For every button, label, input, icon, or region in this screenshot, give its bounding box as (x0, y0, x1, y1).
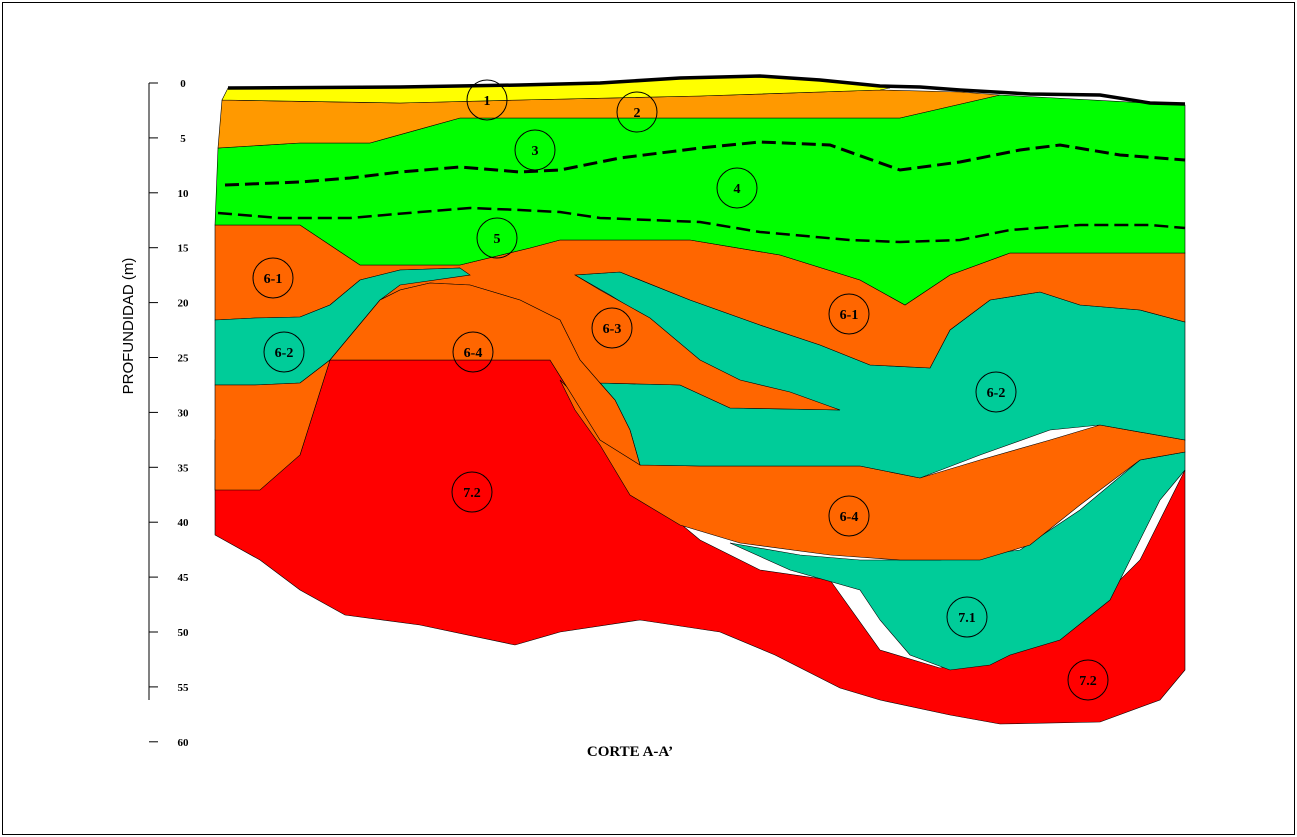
layer-label-2: 2 (616, 91, 658, 133)
label-text: 6-1 (264, 272, 283, 287)
label-text: 6-3 (603, 322, 622, 337)
label-text: 6-1 (840, 308, 859, 323)
layer-label-7-2: 7.2 (1067, 659, 1109, 701)
label-circle (476, 217, 518, 259)
label-text: 6-2 (987, 386, 1006, 401)
label-text: 4 (734, 182, 741, 197)
depth-tick-label: 50 (178, 627, 190, 639)
label-text: 6-4 (464, 346, 483, 361)
depth-tick-label: 25 (178, 353, 190, 365)
label-circle (514, 129, 556, 171)
label-text: 5 (494, 232, 501, 247)
layer-label-4: 4 (716, 167, 758, 209)
depth-tick-label: 60 (178, 737, 190, 749)
depth-tick-label: 55 (178, 682, 190, 694)
layer-label-5: 5 (476, 217, 518, 259)
figure-caption: CORTE A-A’ (587, 744, 673, 760)
depth-tick-label: 40 (178, 517, 190, 529)
label-circle (466, 79, 508, 121)
label-circle (975, 371, 1017, 413)
layer-label-7-2: 7.2 (451, 471, 493, 513)
depth-tick-label: 30 (178, 407, 190, 419)
label-text: 3 (532, 144, 539, 159)
label-circle (591, 307, 633, 349)
label-circle (263, 331, 305, 373)
label-circle (252, 257, 294, 299)
layer-label-7-1: 7.1 (946, 596, 988, 638)
layer-6-4-arch-orange (214, 282, 641, 491)
depth-tick-label: 0 (180, 78, 186, 90)
label-circle (616, 91, 658, 133)
ground-surface-line (227, 74, 1186, 106)
depth-axis: 0 5 10 15 20 25 30 35 40 45 50 55 60 (148, 78, 190, 749)
label-text: 1 (484, 94, 491, 109)
label-circle (828, 293, 870, 335)
label-text: 7.2 (1079, 674, 1097, 689)
layer-label-3: 3 (514, 129, 556, 171)
dashed-boundary-lower (217, 206, 1186, 244)
depth-tick-label: 35 (178, 462, 190, 474)
label-text: 6-2 (275, 346, 294, 361)
label-text: 7.2 (463, 486, 481, 501)
layer-label-6-1: 6-1 (252, 257, 294, 299)
layer-label-6-2: 6-2 (975, 371, 1017, 413)
label-text: 2 (634, 106, 641, 121)
layer-label-1: 1 (466, 79, 508, 121)
label-circle (452, 331, 494, 373)
label-circle (1067, 659, 1109, 701)
depth-tick-label: 10 (178, 188, 190, 200)
layer-label-6-4: 6-4 (452, 331, 494, 373)
label-circle (716, 167, 758, 209)
layer-label-6-1: 6-1 (828, 293, 870, 335)
depth-axis-title: PROFUNDIDAD (m) (120, 258, 137, 395)
depth-tick-label: 5 (180, 133, 186, 145)
label-circle (946, 596, 988, 638)
label-circle (451, 471, 493, 513)
label-text: 6-4 (840, 510, 859, 525)
layer-label-6-4: 6-4 (828, 495, 870, 537)
depth-tick-label: 15 (178, 243, 190, 255)
layer-label-6-3: 6-3 (591, 307, 633, 349)
depth-tick-label: 45 (178, 572, 190, 584)
label-text: 7.1 (958, 611, 976, 626)
layer-label-6-2: 6-2 (263, 331, 305, 373)
depth-tick-label: 20 (178, 298, 190, 310)
label-circle (828, 495, 870, 537)
